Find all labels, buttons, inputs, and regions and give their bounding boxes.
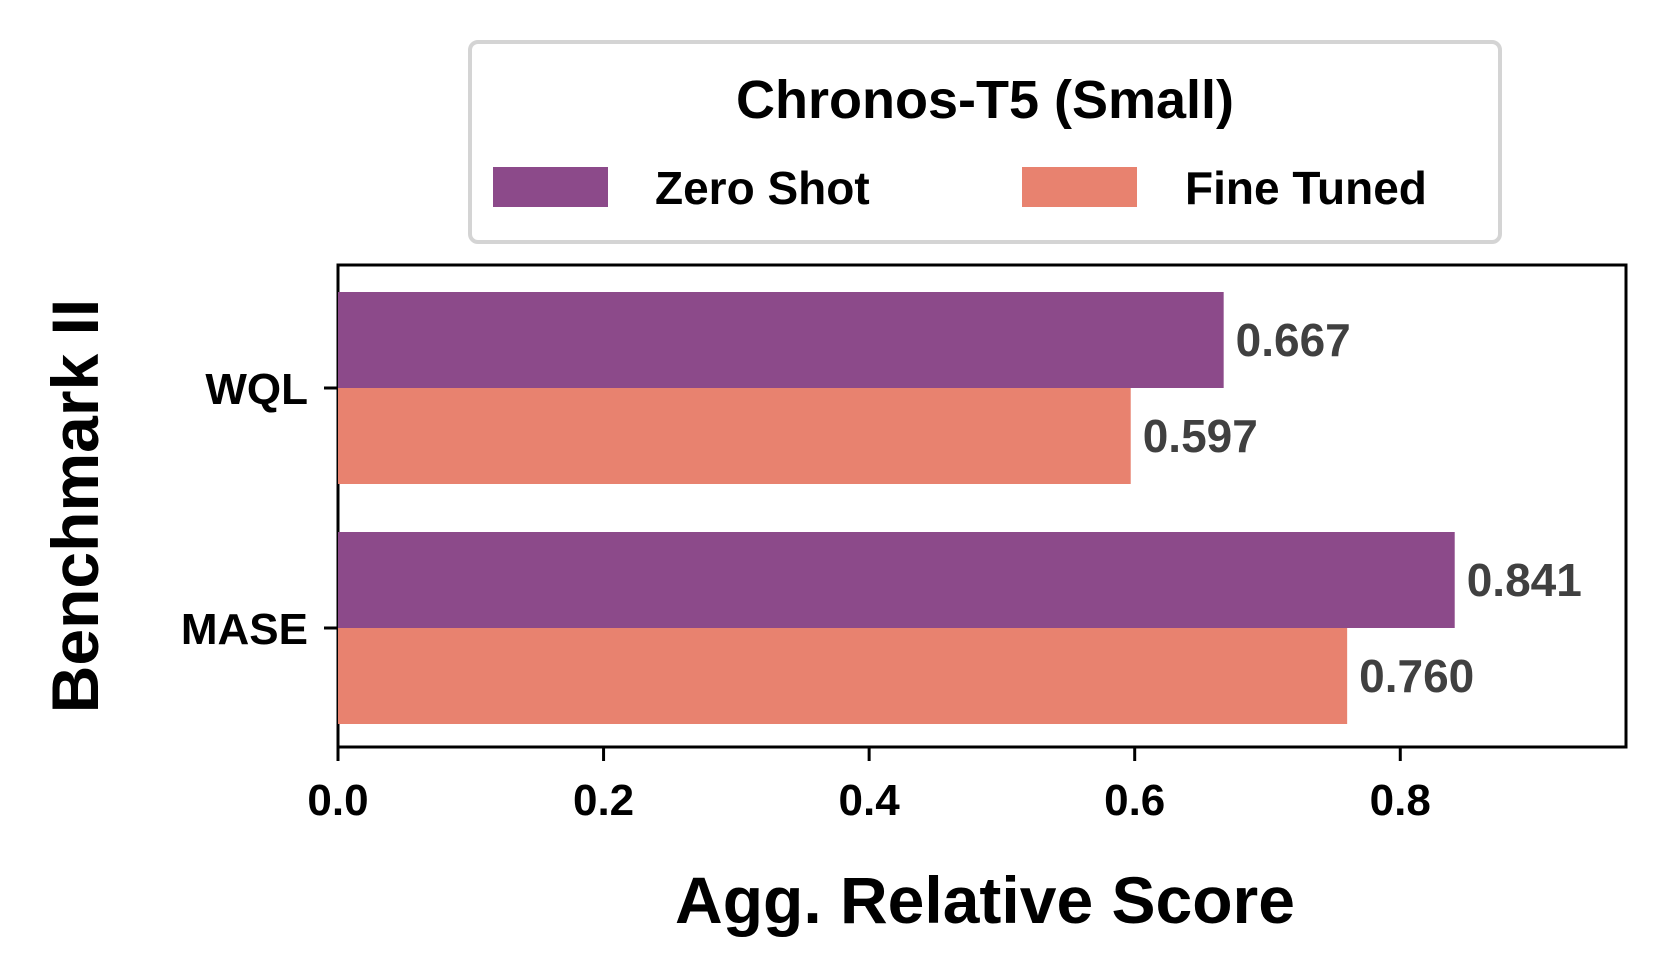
y-axis: WQL MASE — [181, 365, 338, 654]
legend: Chronos-T5 (Small) Zero Shot Fine Tuned — [468, 40, 1502, 244]
legend-label-zero-shot: Zero Shot — [655, 162, 870, 214]
legend-swatch-zero-shot — [493, 167, 608, 207]
legend-swatch-fine-tuned — [1022, 167, 1137, 207]
plot-frame — [336, 263, 1628, 749]
x-tick-label-0: 0.0 — [307, 776, 368, 825]
legend-title: Chronos-T5 (Small) — [736, 70, 1234, 130]
data-label-mase-zero-shot: 0.841 — [1467, 554, 1582, 606]
bar-wql-fine-tuned — [338, 388, 1131, 484]
x-tick-label-4: 0.8 — [1370, 776, 1431, 825]
x-tick-label-1: 0.2 — [573, 776, 634, 825]
x-axis: 0.0 0.2 0.4 0.6 0.8 — [307, 747, 1431, 825]
bar-mase-zero-shot — [338, 532, 1455, 628]
data-labels: 0.667 0.597 0.841 0.760 — [1143, 314, 1582, 702]
y-tick-label-mase: MASE — [181, 605, 308, 654]
x-axis-title: Agg. Relative Score — [675, 863, 1295, 937]
y-tick-label-wql: WQL — [205, 365, 308, 414]
legend-frame — [468, 40, 1502, 244]
data-label-wql-zero-shot: 0.667 — [1236, 314, 1351, 366]
legend-label-fine-tuned: Fine Tuned — [1185, 162, 1427, 214]
bar-mase-fine-tuned — [338, 628, 1348, 724]
bars — [338, 292, 1455, 724]
data-label-mase-fine-tuned: 0.760 — [1359, 650, 1474, 702]
x-tick-label-3: 0.6 — [1104, 776, 1165, 825]
data-label-wql-fine-tuned: 0.597 — [1143, 410, 1258, 462]
x-tick-label-2: 0.4 — [839, 776, 901, 825]
y-axis-title: Benchmark II — [38, 299, 112, 714]
bar-wql-zero-shot — [338, 292, 1224, 388]
